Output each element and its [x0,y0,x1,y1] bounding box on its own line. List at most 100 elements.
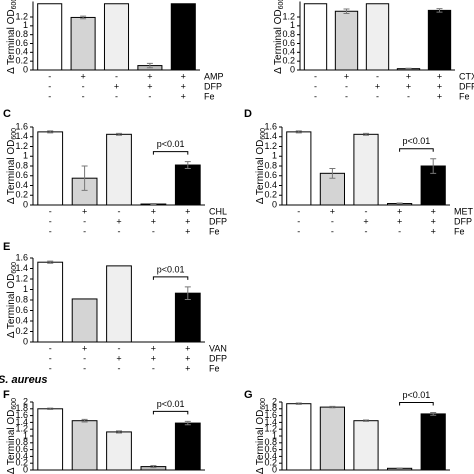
y-tick-label: 0.8 [264,437,277,447]
bar [286,403,312,471]
bar [427,9,452,71]
y-tick-label: 0.4 [264,451,277,461]
y-tick-label: 1.2 [264,424,277,434]
condition-sign: - [297,216,300,226]
y-tick-label: 0.2 [282,56,295,66]
condition-sign: - [152,363,155,373]
y-axis-label: Δ Terminal OD600 [255,398,267,474]
condition-sign: + [185,343,190,353]
y-tick-label: 2 [272,396,277,406]
y-axis-label-sub: 600 [11,262,18,274]
condition-sign: + [437,71,442,81]
bar [106,133,132,206]
y-tick-label: 0.4 [282,47,295,57]
condition-sign: - [48,91,51,101]
error-bar [47,260,54,264]
y-tick-label: 0.8 [264,160,277,170]
error-bar [80,15,87,20]
bar [37,261,64,343]
bar [365,3,390,71]
significance-bracket [152,276,189,280]
y-tick-label: 0.2 [15,190,28,200]
y-tick-label: 1 [23,284,28,294]
y-tick-label: 0 [23,464,28,474]
y-tick-label: 1.6 [264,121,277,131]
y-tick-label: 0.6 [15,305,28,315]
error-bar [436,8,443,13]
y-tick-label: 1 [23,20,28,30]
condition-sign: - [148,91,151,101]
bar [37,408,64,471]
condition-sign: - [49,226,52,236]
condition-sign: + [363,216,368,226]
error-bar [430,412,437,416]
y-tick-label: 1 [290,20,295,30]
y-tick-label: 0.4 [15,451,28,461]
condition-sign: + [437,91,442,101]
y-tick-label: 1.6 [15,410,28,420]
error-bar [47,130,54,134]
condition-sign: - [118,206,121,216]
condition-sign: + [185,353,190,363]
y-axis-label-text: Δ Terminal OD [6,410,17,474]
y-tick-label: 1.2 [264,141,277,151]
y-tick-label: 1 [23,430,28,440]
y-tick-label: 0.2 [15,458,28,468]
bar [37,3,63,71]
y-tick-label: 0 [23,199,28,209]
y-tick-label: 1.4 [264,417,277,427]
error-bar [116,132,122,136]
error-bar [81,165,88,191]
annotation: p<0.01 [157,139,185,149]
condition-sign: - [331,226,334,236]
bar [420,413,446,471]
condition-name: DFP [204,81,222,91]
condition-sign: + [116,216,121,226]
condition-sign: - [48,71,51,81]
condition-sign: + [82,206,87,216]
condition-sign: + [344,71,349,81]
condition-sign: - [115,91,118,101]
condition-sign: + [437,81,442,91]
y-tick-label: 0.2 [264,190,277,200]
condition-name: AMP [204,71,224,81]
condition-sign: + [185,206,190,216]
error-bar [47,407,54,410]
y-tick-label: 0.4 [15,180,28,190]
y-tick-label: 0.4 [15,47,28,57]
condition-sign: + [185,363,190,373]
condition-sign: - [118,363,121,373]
condition-sign: - [365,206,368,216]
y-axis-label-text: Δ Terminal OD [6,140,17,204]
condition-name: MET [454,206,474,216]
condition-sign: + [151,206,156,216]
y-tick-label: 0.4 [264,180,277,190]
y-tick-label: 0.8 [15,29,28,39]
condition-sign: - [48,81,51,91]
y-axis-label-text: Δ Terminal OD [255,410,266,474]
y-tick-label: 1.4 [15,417,28,427]
bar [174,292,201,343]
condition-sign: - [314,71,317,81]
condition-name: DFP [209,216,227,226]
y-tick-label: 0.4 [15,315,28,325]
condition-sign: - [115,71,118,81]
bar [71,420,98,471]
significance-bracket [399,148,434,152]
condition-sign: + [181,81,186,91]
condition-sign: - [118,226,121,236]
annotation: p<0.01 [157,399,185,409]
y-tick-label: 1.2 [15,141,28,151]
condition-sign: - [83,363,86,373]
y-tick-label: 0 [23,336,28,346]
condition-sign: - [83,216,86,226]
condition-sign: - [376,91,379,101]
y-tick-label: 1.6 [264,410,277,420]
error-bar [430,158,437,174]
bar [353,133,379,206]
y-tick-label: 0.8 [282,29,295,39]
y-tick-label: 0.8 [15,160,28,170]
condition-sign: - [49,216,52,226]
bar [70,16,96,71]
error-bar [363,419,369,422]
